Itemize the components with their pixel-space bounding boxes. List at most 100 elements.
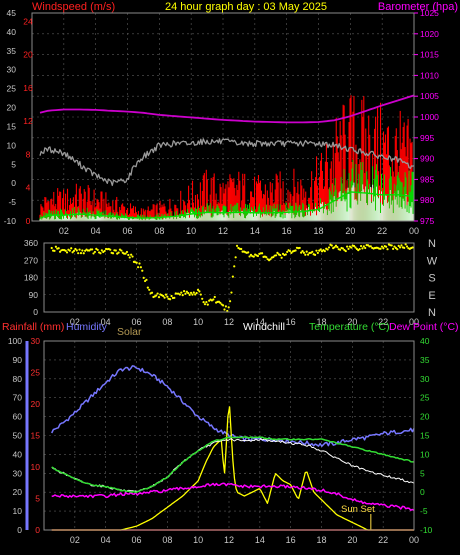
wind-direction-point xyxy=(125,250,129,254)
temperature-tick-label: 40 xyxy=(420,336,430,346)
wind-direction-point xyxy=(361,247,364,250)
wind-direction-point xyxy=(286,250,289,254)
x-tick-label: 02 xyxy=(59,226,69,236)
wind-direction-point xyxy=(77,252,80,255)
wind-direction-point xyxy=(330,244,333,247)
wind-direction-point xyxy=(327,246,331,249)
wind-baro-panel: -10-505101520253035404504812162024975980… xyxy=(4,8,439,236)
wind-direction-point xyxy=(117,251,120,254)
outer-axis-tick-label: 45 xyxy=(7,8,17,18)
windchill-line xyxy=(51,438,415,493)
wind-direction-point xyxy=(178,293,182,296)
wind-direction-point xyxy=(146,286,149,289)
x-tick-label: 10 xyxy=(193,535,203,545)
wind-direction-point xyxy=(396,248,399,251)
wind-direction-point xyxy=(150,291,154,294)
wind-direction-point xyxy=(235,244,239,247)
wind-direction-point xyxy=(359,244,363,248)
barometer-tick-label: 990 xyxy=(420,154,434,164)
wind-direction-point xyxy=(127,253,130,257)
wind-direction-point xyxy=(315,249,318,252)
panel-frame xyxy=(43,242,415,313)
wind-direction-point xyxy=(411,246,414,249)
x-tick-label: 14 xyxy=(255,317,265,327)
wind-direction-point xyxy=(189,291,193,294)
wind-direction-point xyxy=(192,291,195,294)
dew-point-line xyxy=(51,482,415,512)
temp-humidity-panel: 0102030405060708090100051015202530-10-50… xyxy=(8,336,433,545)
wind-direction-point xyxy=(181,294,184,297)
wind-direction-point xyxy=(386,248,389,251)
humidity-tick-label: 0 xyxy=(17,525,22,535)
x-tick-label: 04 xyxy=(101,535,111,545)
wind-direction-point xyxy=(196,288,200,291)
wind-direction-point xyxy=(272,255,275,259)
wind-direction-point xyxy=(265,256,268,259)
wind-direction-point xyxy=(170,294,173,298)
windspeed-tick-label: 8 xyxy=(26,149,31,159)
wind-direction-point xyxy=(223,308,226,311)
wind-direction-point xyxy=(155,294,158,297)
x-tick-label: 18 xyxy=(316,317,326,327)
x-tick-label: 22 xyxy=(377,226,387,236)
wind-direction-point xyxy=(390,244,393,247)
compass-label: N xyxy=(428,238,436,250)
wind-direction-point xyxy=(313,253,317,257)
x-tick-label: 08 xyxy=(162,317,172,327)
wind-direction-point xyxy=(114,249,117,252)
wind-direction-point xyxy=(194,293,197,296)
windspeed-tick-label: 20 xyxy=(23,50,33,60)
x-tick-label: 12 xyxy=(218,226,228,236)
wind-direction-point xyxy=(358,247,361,251)
compass-label: E xyxy=(428,290,435,302)
outer-axis-tick-label: 15 xyxy=(7,121,17,131)
sunset-annotation: Sun Set xyxy=(341,504,375,515)
wind-direction-point xyxy=(248,255,251,258)
x-tick-label: 06 xyxy=(131,317,141,327)
humidity-tick-label: 10 xyxy=(13,506,23,516)
wind-direction-point xyxy=(109,248,112,251)
wind-direction-point xyxy=(164,293,168,296)
wind-direction-point xyxy=(180,291,183,294)
wind-direction-point xyxy=(203,303,207,306)
x-tick-label: 06 xyxy=(131,535,141,545)
temperature-tick-label: 5 xyxy=(420,468,425,478)
wind-direction-point xyxy=(206,303,209,306)
humidity-tick-label: 100 xyxy=(8,336,22,346)
outer-axis-tick-label: 5 xyxy=(11,159,16,169)
x-tick-label: 00 xyxy=(409,226,419,236)
outer-axis-tick-label: 0 xyxy=(11,178,16,188)
x-tick-label: 20 xyxy=(345,226,355,236)
compass-label: W xyxy=(427,255,438,267)
axis-ticks: 0102030405060708090100051015202530-10-50… xyxy=(8,336,433,545)
wind-direction-point xyxy=(74,247,77,251)
direction-tick-label: 360 xyxy=(24,238,38,248)
wind-direction-point xyxy=(185,290,188,293)
wind-direction-point xyxy=(279,253,282,257)
wind-direction-point xyxy=(344,249,347,253)
wind-direction-point xyxy=(326,248,329,251)
barometer-tick-label: 1025 xyxy=(420,8,439,18)
wind-direction-point xyxy=(70,247,73,250)
wind-direction-point xyxy=(78,248,81,251)
outer-axis-tick-label: -5 xyxy=(8,197,16,207)
wind-direction-point xyxy=(141,269,144,272)
humidity-tick-label: 70 xyxy=(13,393,23,403)
wind-direction-point xyxy=(187,291,190,295)
legend-rainfall: Rainfall (mm) xyxy=(2,321,64,333)
x-tick-label: 10 xyxy=(193,317,203,327)
wind-direction-point xyxy=(82,252,85,255)
wind-direction-point xyxy=(347,247,350,250)
legend-dew-point: Dew Point (°C) xyxy=(389,321,459,333)
wind-direction-point xyxy=(305,250,308,253)
x-tick-label: 08 xyxy=(162,535,172,545)
wind-direction-point xyxy=(403,246,406,249)
wind-direction-point xyxy=(352,244,356,248)
wind-direction-point xyxy=(156,292,159,295)
wind-direction-point xyxy=(341,247,345,250)
wind-direction-point xyxy=(288,249,292,253)
wind-direction-point xyxy=(306,253,310,256)
wind-direction-point xyxy=(256,254,260,258)
legend-humidity: Humidity xyxy=(66,321,108,333)
